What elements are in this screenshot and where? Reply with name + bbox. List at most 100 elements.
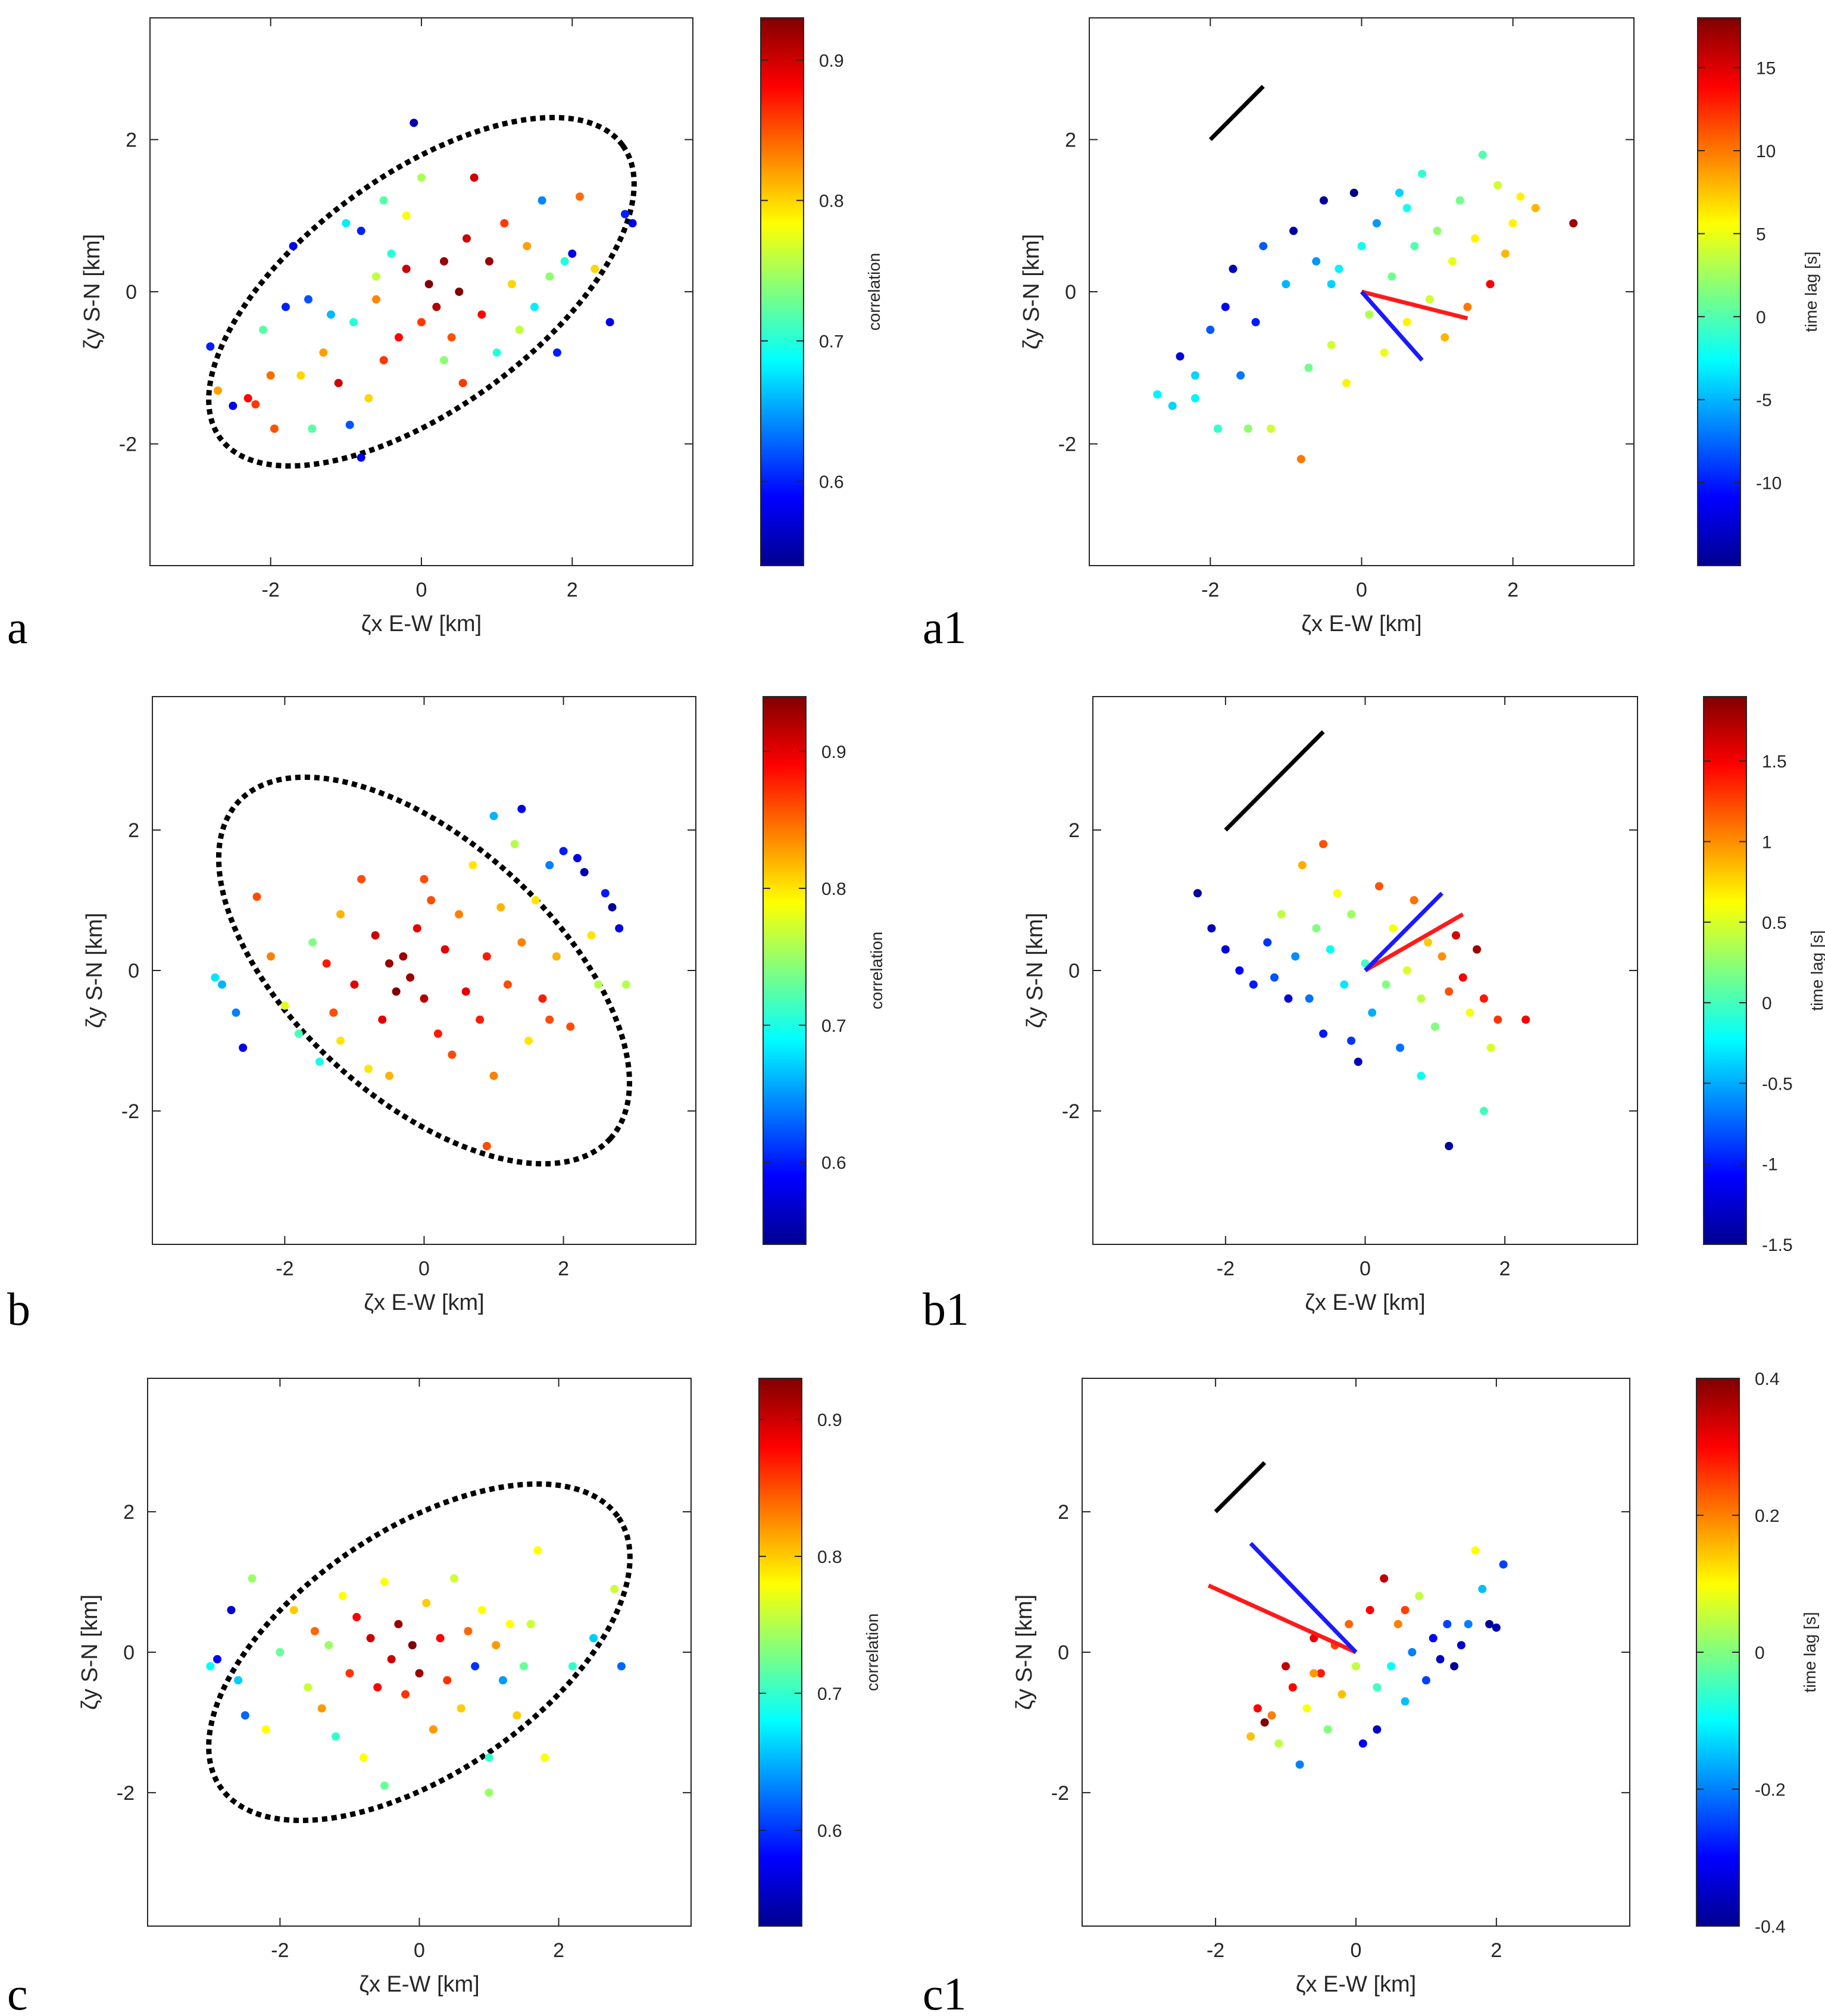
scatter-point bbox=[239, 1043, 248, 1052]
scatter-point bbox=[1295, 1760, 1304, 1769]
colorbar-tick-label: -5 bbox=[1756, 391, 1772, 410]
scatter-point bbox=[1249, 980, 1258, 989]
scatter-point bbox=[1327, 280, 1336, 289]
scatter-point bbox=[1373, 1725, 1382, 1734]
panel-c1: -2 0 2 -2 0 2 ζx E-W [km] ζy S-N [km] -0.4 -0.2 0 0… bbox=[923, 1369, 1819, 2016]
scatter-point bbox=[531, 896, 540, 905]
scatter-point bbox=[440, 945, 449, 954]
scatter-point bbox=[545, 272, 554, 281]
scatter-point bbox=[552, 952, 561, 961]
panel-b1: -2 0 2 -2 0 2 ζx E-W [km] ζy S-N [km] -1.5 -1 -0.5… bbox=[923, 696, 1825, 1335]
scatter-point bbox=[266, 371, 275, 380]
scatter-point bbox=[1289, 226, 1298, 235]
scatter-point bbox=[617, 1662, 626, 1671]
scatter-point bbox=[1417, 1071, 1426, 1080]
scatter-point bbox=[477, 310, 486, 319]
scatter-point bbox=[1473, 945, 1482, 954]
scatter-point bbox=[1463, 302, 1472, 311]
y-tick-label: 2 bbox=[1058, 1501, 1069, 1524]
scatter-point bbox=[1493, 181, 1502, 190]
scatter-point bbox=[364, 394, 373, 402]
confidence-ellipse bbox=[215, 774, 633, 1167]
scatter-point bbox=[338, 1591, 347, 1600]
scatter-point bbox=[406, 973, 415, 982]
scatter-point bbox=[243, 394, 252, 402]
scatter-point bbox=[252, 892, 261, 901]
scatter-point bbox=[1282, 1662, 1290, 1671]
scatter-point bbox=[366, 1634, 375, 1643]
colorbar-tick-label: 1 bbox=[1762, 833, 1772, 853]
scatter-point bbox=[524, 1036, 533, 1045]
colorbar-tick-label: 0.7 bbox=[821, 1016, 846, 1036]
scatter-point bbox=[594, 980, 603, 989]
scatter-point bbox=[1479, 1106, 1488, 1115]
colorbar-tick-label: 0.2 bbox=[1755, 1506, 1780, 1526]
scatter-point bbox=[477, 1606, 486, 1615]
scatter-point bbox=[1486, 1043, 1495, 1052]
scatter-point bbox=[266, 952, 275, 961]
scatter-point bbox=[1395, 188, 1404, 197]
scatter-point bbox=[1319, 196, 1328, 205]
scatter-point bbox=[336, 1036, 345, 1045]
axes-box bbox=[152, 696, 696, 1245]
scatter-point bbox=[1243, 425, 1252, 433]
scatter-point bbox=[447, 333, 456, 342]
colorbar-tick-label: -1 bbox=[1762, 1155, 1778, 1175]
scatter-point bbox=[364, 1065, 373, 1073]
scatter-point bbox=[615, 924, 624, 933]
scatter-point bbox=[492, 348, 501, 357]
panel-label-b: b bbox=[7, 1283, 30, 1335]
scatter-point bbox=[380, 1781, 389, 1790]
scatter-point bbox=[1401, 1606, 1410, 1615]
scatter-point bbox=[540, 1753, 549, 1762]
scatter-point bbox=[211, 973, 220, 982]
scatter-point bbox=[1312, 257, 1321, 266]
scatter-point bbox=[319, 348, 328, 357]
scatter-point bbox=[276, 1648, 285, 1656]
scatter-point bbox=[1298, 861, 1307, 870]
scatter-point bbox=[350, 980, 359, 989]
red-direction-line bbox=[1207, 1583, 1357, 1655]
scatter-point bbox=[1357, 242, 1366, 251]
scatter-point bbox=[1267, 425, 1275, 433]
scatter-point bbox=[359, 1753, 368, 1762]
scatter-point bbox=[545, 1015, 554, 1024]
scatter-point bbox=[308, 938, 317, 947]
scatter-point bbox=[1267, 1711, 1276, 1720]
scatter-point bbox=[1380, 348, 1389, 357]
scatter-point bbox=[294, 1029, 303, 1038]
x-tick-label: 0 bbox=[1360, 1257, 1371, 1280]
scatter-point bbox=[317, 1704, 326, 1713]
colorbar-tick-label: 0.7 bbox=[819, 332, 844, 352]
scatter-point bbox=[560, 257, 569, 266]
scatter-point bbox=[573, 854, 582, 863]
scatter-point bbox=[517, 804, 526, 813]
scatter-point bbox=[1421, 1676, 1430, 1685]
scatter-point bbox=[387, 1655, 396, 1664]
scatter-point bbox=[1221, 302, 1230, 311]
y-tick-label: 0 bbox=[1065, 281, 1076, 304]
colorbar-label: correlation bbox=[867, 932, 886, 1010]
panel-label-a1: a1 bbox=[923, 601, 967, 653]
scatter-point bbox=[568, 249, 577, 258]
x-axis-label: ζx E-W [km] bbox=[361, 611, 482, 636]
scatter-point bbox=[621, 980, 630, 989]
y-tick-label: -2 bbox=[1062, 1100, 1080, 1123]
colorbar-label: time lag [s] bbox=[1802, 251, 1820, 332]
scatter-point bbox=[1302, 1704, 1311, 1713]
scatter-point bbox=[1236, 371, 1245, 380]
axes-box bbox=[149, 17, 693, 566]
scatter-point bbox=[1479, 994, 1488, 1003]
colorbar-tick-label: 15 bbox=[1756, 59, 1776, 79]
scatter-point bbox=[1452, 931, 1460, 940]
scatter-point bbox=[304, 1683, 312, 1692]
scatter-point bbox=[1260, 1718, 1269, 1727]
scatter-point bbox=[424, 280, 433, 289]
scatter-point bbox=[1319, 1029, 1328, 1038]
scatter-point bbox=[1284, 994, 1293, 1003]
scatter-point bbox=[1521, 1015, 1530, 1024]
scatter-point bbox=[576, 192, 584, 201]
scatter-point bbox=[520, 1662, 529, 1671]
